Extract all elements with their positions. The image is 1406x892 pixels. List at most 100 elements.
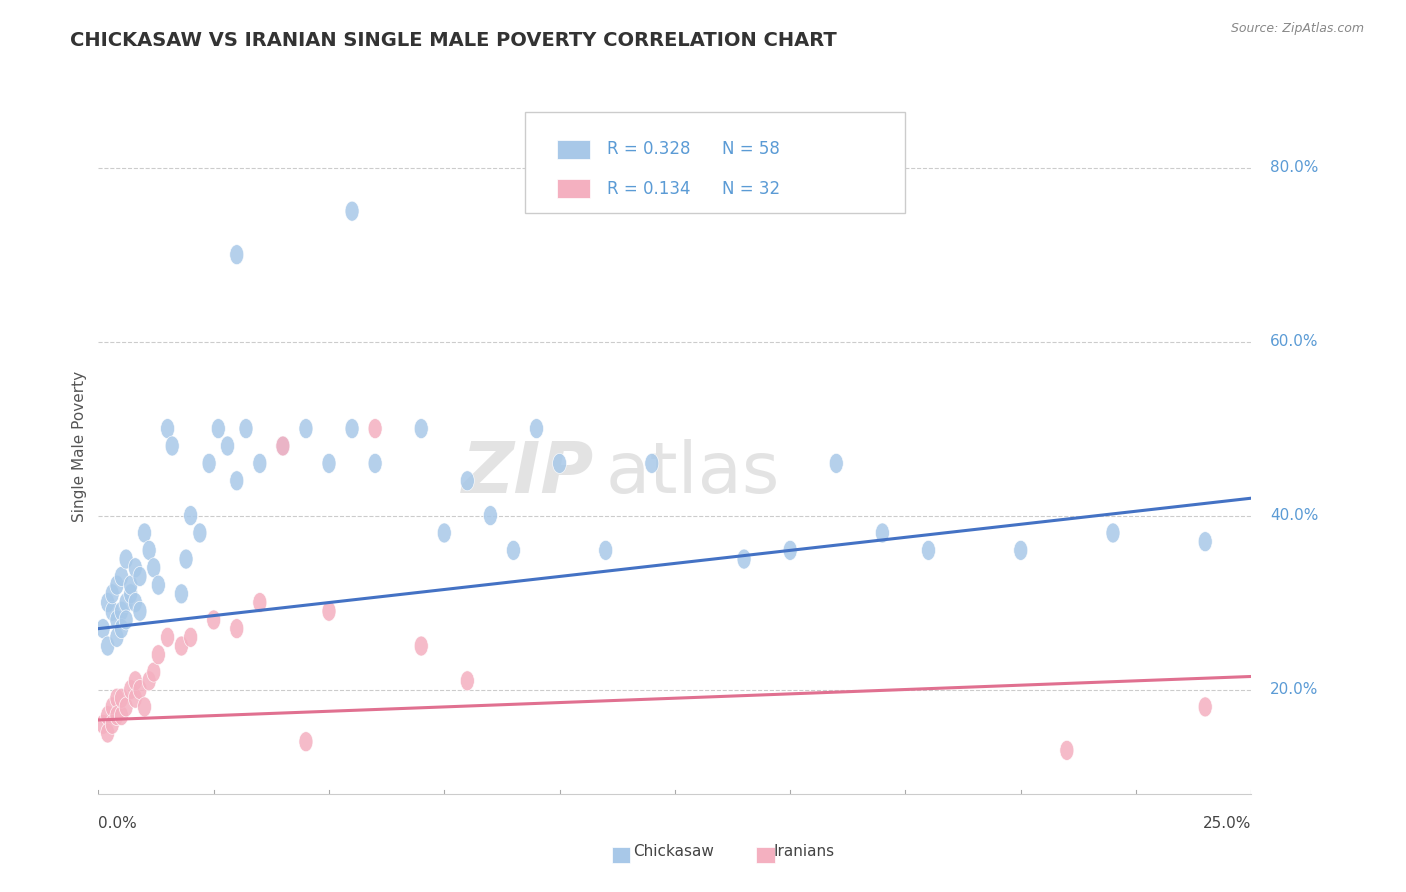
Ellipse shape — [120, 610, 134, 630]
Ellipse shape — [114, 689, 128, 708]
Ellipse shape — [128, 671, 142, 690]
Ellipse shape — [193, 523, 207, 543]
Ellipse shape — [114, 601, 128, 621]
Ellipse shape — [110, 689, 124, 708]
Ellipse shape — [179, 549, 193, 569]
Ellipse shape — [221, 436, 235, 456]
Ellipse shape — [105, 584, 120, 604]
Text: 20.0%: 20.0% — [1270, 682, 1319, 697]
Ellipse shape — [110, 610, 124, 630]
Text: R = 0.328: R = 0.328 — [607, 140, 690, 159]
Ellipse shape — [138, 697, 152, 717]
Ellipse shape — [1060, 740, 1074, 760]
Text: N = 32: N = 32 — [723, 179, 780, 197]
Text: 60.0%: 60.0% — [1270, 334, 1319, 349]
Ellipse shape — [415, 636, 429, 656]
Ellipse shape — [506, 541, 520, 560]
Text: CHICKASAW VS IRANIAN SINGLE MALE POVERTY CORRELATION CHART: CHICKASAW VS IRANIAN SINGLE MALE POVERTY… — [70, 31, 837, 50]
Ellipse shape — [114, 706, 128, 725]
Ellipse shape — [830, 453, 844, 474]
Ellipse shape — [160, 418, 174, 439]
Ellipse shape — [553, 453, 567, 474]
Ellipse shape — [207, 610, 221, 630]
Ellipse shape — [152, 575, 166, 595]
Text: Iranians: Iranians — [773, 845, 834, 859]
Ellipse shape — [921, 541, 935, 560]
Ellipse shape — [253, 592, 267, 613]
Ellipse shape — [737, 549, 751, 569]
Ellipse shape — [174, 584, 188, 604]
Ellipse shape — [96, 714, 110, 734]
Ellipse shape — [599, 541, 613, 560]
Ellipse shape — [101, 592, 115, 613]
Ellipse shape — [184, 506, 198, 525]
Ellipse shape — [184, 627, 198, 648]
Ellipse shape — [484, 506, 498, 525]
Text: 40.0%: 40.0% — [1270, 508, 1319, 523]
Text: Chickasaw: Chickasaw — [633, 845, 714, 859]
Ellipse shape — [1107, 523, 1121, 543]
Ellipse shape — [253, 453, 267, 474]
Ellipse shape — [166, 436, 179, 456]
Ellipse shape — [101, 706, 115, 725]
Text: 0.0%: 0.0% — [98, 815, 138, 830]
Ellipse shape — [1014, 541, 1028, 560]
Ellipse shape — [344, 418, 359, 439]
Ellipse shape — [124, 575, 138, 595]
Ellipse shape — [229, 471, 243, 491]
Ellipse shape — [142, 671, 156, 690]
Ellipse shape — [530, 418, 544, 439]
Ellipse shape — [1198, 697, 1212, 717]
FancyBboxPatch shape — [524, 112, 905, 213]
Text: atlas: atlas — [606, 440, 780, 508]
Ellipse shape — [368, 453, 382, 474]
Ellipse shape — [415, 418, 429, 439]
Text: R = 0.134: R = 0.134 — [607, 179, 690, 197]
Ellipse shape — [211, 418, 225, 439]
Ellipse shape — [276, 436, 290, 456]
Ellipse shape — [101, 723, 115, 743]
Ellipse shape — [124, 584, 138, 604]
Ellipse shape — [645, 453, 659, 474]
Ellipse shape — [322, 601, 336, 621]
Ellipse shape — [146, 662, 160, 682]
Y-axis label: Single Male Poverty: Single Male Poverty — [72, 370, 87, 522]
Ellipse shape — [105, 601, 120, 621]
Ellipse shape — [96, 619, 110, 639]
Ellipse shape — [110, 706, 124, 725]
Ellipse shape — [344, 202, 359, 221]
Ellipse shape — [783, 541, 797, 560]
Ellipse shape — [101, 636, 115, 656]
Ellipse shape — [174, 636, 188, 656]
Ellipse shape — [460, 471, 474, 491]
Text: N = 58: N = 58 — [723, 140, 780, 159]
Ellipse shape — [368, 418, 382, 439]
Ellipse shape — [142, 541, 156, 560]
Text: ZIP: ZIP — [463, 440, 595, 508]
Text: Source: ZipAtlas.com: Source: ZipAtlas.com — [1230, 22, 1364, 36]
Ellipse shape — [239, 418, 253, 439]
Ellipse shape — [152, 645, 166, 665]
Ellipse shape — [114, 619, 128, 639]
Ellipse shape — [138, 523, 152, 543]
Ellipse shape — [110, 627, 124, 648]
Bar — [557, 140, 589, 159]
Ellipse shape — [120, 592, 134, 613]
Ellipse shape — [134, 566, 146, 586]
Ellipse shape — [110, 575, 124, 595]
Ellipse shape — [134, 680, 146, 699]
Text: 25.0%: 25.0% — [1204, 815, 1251, 830]
Ellipse shape — [1198, 532, 1212, 551]
Ellipse shape — [437, 523, 451, 543]
Bar — [557, 178, 589, 198]
Ellipse shape — [120, 697, 134, 717]
Ellipse shape — [202, 453, 217, 474]
Ellipse shape — [229, 619, 243, 639]
Ellipse shape — [299, 418, 314, 439]
Ellipse shape — [124, 680, 138, 699]
Ellipse shape — [105, 697, 120, 717]
Ellipse shape — [128, 689, 142, 708]
Ellipse shape — [276, 436, 290, 456]
Ellipse shape — [160, 627, 174, 648]
Ellipse shape — [128, 558, 142, 578]
